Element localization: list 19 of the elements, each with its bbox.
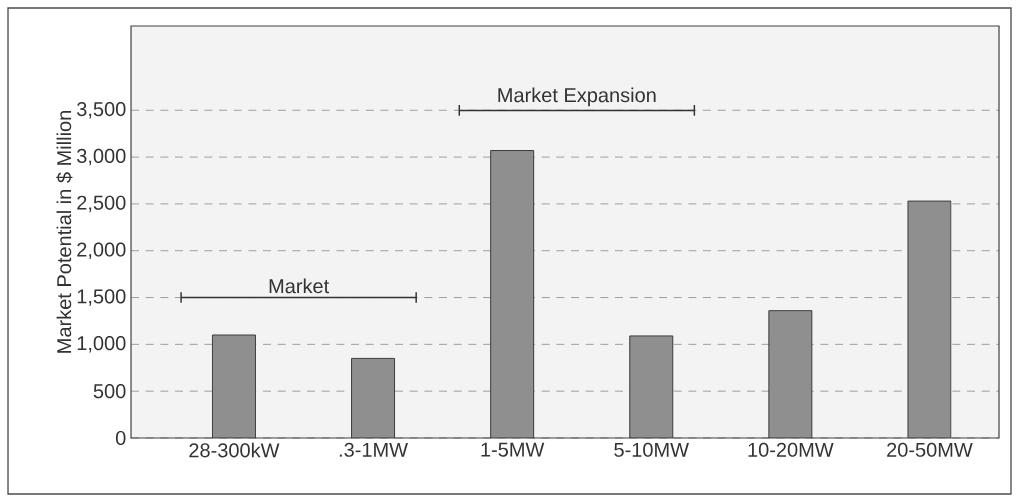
- x-tick-label: .3-1MW: [339, 442, 408, 457]
- x-tick-label: 5-10MW: [614, 442, 689, 457]
- y-tick-label: 1,500: [77, 289, 126, 306]
- y-tick-label: 1,000: [77, 336, 126, 353]
- annotation: Market Expansion: [498, 87, 656, 107]
- x-tick-label: 10-20MW: [748, 442, 834, 457]
- y-tick-label: 3,500: [77, 102, 126, 119]
- y-tick-label: 2,000: [77, 242, 126, 259]
- x-tick-label: 1-5MW: [481, 442, 545, 457]
- bar: [490, 150, 535, 438]
- bar: [907, 200, 952, 438]
- y-tick-label: 2,500: [77, 195, 126, 213]
- y-tick-label: 0: [115, 430, 126, 446]
- annotation: Market: [269, 278, 330, 294]
- x-tick-label: 20-50MW: [887, 442, 973, 457]
- y-tick-label: 3,000: [77, 148, 126, 166]
- y-axis-title: Market Potential in $ Million: [56, 111, 73, 353]
- x-tick-label: 28-300kW: [189, 442, 280, 458]
- y-tick-label: 500: [93, 384, 126, 399]
